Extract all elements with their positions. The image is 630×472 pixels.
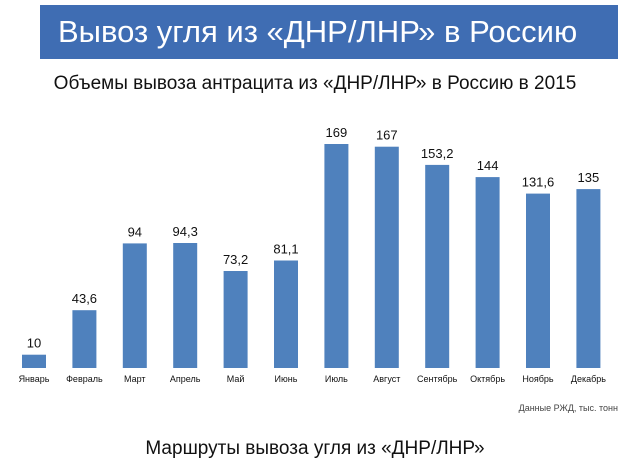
- data-label-11: 131,6: [522, 175, 555, 190]
- bar-5: [223, 271, 248, 368]
- chart-title: Объемы вывоза антрацита из «ДНР/ЛНР» в Р…: [53, 73, 577, 94]
- x-tick-label-2: Февраль: [66, 374, 103, 384]
- bar-1: [22, 354, 46, 368]
- data-label-7: 169: [326, 125, 348, 140]
- bar-3: [122, 243, 147, 368]
- bar-11: [526, 193, 550, 368]
- x-tick-label-9: Сентябрь: [417, 374, 458, 384]
- bar-2: [72, 310, 97, 368]
- x-tick-label-6: Июнь: [275, 374, 298, 384]
- data-label-8: 167: [376, 128, 398, 143]
- bar-6: [274, 260, 298, 368]
- bar-chart: 10 Январь 43,6 Февраль 94 Март 94,3 Апрель 73,2 М…: [19, 125, 607, 384]
- x-tick-label-4: Апрель: [170, 374, 201, 384]
- page-title: Вывоз угля из «ДНР/ЛНР» в Россию: [58, 14, 578, 49]
- data-label-1: 10: [27, 336, 41, 351]
- bar-10: [475, 177, 500, 368]
- source-note: Данные РЖД, тыс. тонн: [518, 403, 618, 413]
- bar-9: [425, 164, 450, 368]
- x-tick-label-7: Июль: [325, 374, 348, 384]
- bar-12: [576, 189, 601, 368]
- data-label-6: 81,1: [273, 242, 298, 257]
- data-label-5: 73,2: [223, 252, 248, 267]
- x-tick-label-12: Декабрь: [571, 374, 606, 384]
- data-label-3: 94: [128, 224, 142, 239]
- footer-caption: Маршруты вывоза угля из «ДНР/ЛНР»: [145, 438, 485, 459]
- bar-4: [173, 243, 198, 368]
- data-label-2: 43,6: [72, 291, 97, 306]
- data-label-4: 94,3: [173, 224, 198, 239]
- title-banner: Вывоз угля из «ДНР/ЛНР» в Россию: [40, 5, 618, 59]
- x-tick-label-1: Январь: [19, 374, 50, 384]
- x-tick-label-5: Май: [227, 374, 245, 384]
- data-label-12: 135: [578, 170, 600, 185]
- x-tick-label-10: Октябрь: [470, 374, 505, 384]
- x-tick-label-3: Март: [124, 374, 146, 384]
- data-label-9: 153,2: [421, 146, 454, 161]
- x-tick-label-8: Август: [373, 374, 400, 384]
- x-tick-label-11: Ноябрь: [522, 374, 554, 384]
- data-label-10: 144: [477, 158, 499, 173]
- bar-8: [374, 146, 399, 368]
- bar-7: [324, 144, 349, 368]
